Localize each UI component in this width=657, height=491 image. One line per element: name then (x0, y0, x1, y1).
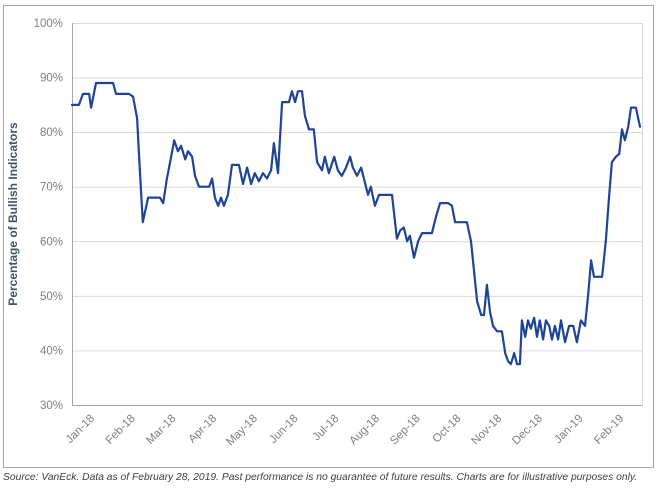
x-tick-label: Aug-18 (347, 413, 382, 448)
y-tick-label: 50% (40, 291, 63, 303)
y-tick-label: 40% (40, 345, 63, 357)
x-tick-label: Sep-18 (388, 413, 423, 448)
plot-area (72, 23, 643, 406)
x-tick-label: Jul-18 (311, 413, 342, 444)
y-tick-label: 100% (34, 18, 63, 30)
x-tick-label: Feb-19 (592, 413, 626, 447)
y-tick-label: 70% (40, 182, 63, 194)
x-tick-label: Apr-18 (186, 413, 219, 446)
x-tick-label: Mar-18 (144, 413, 178, 447)
y-tick-label: 60% (40, 236, 63, 248)
x-tick-label: Dec-18 (510, 413, 545, 448)
y-tick-label: 30% (40, 400, 63, 412)
x-tick-label: May-18 (224, 413, 260, 449)
y-tick-label: 80% (40, 127, 63, 139)
series-line (70, 81, 642, 366)
x-tick-label: Nov-18 (470, 413, 505, 448)
source-note: Source: VanEck. Data as of February 28, … (3, 472, 638, 483)
x-tick-label: Feb-18 (104, 413, 138, 447)
x-tick-label: Jun-18 (267, 413, 300, 446)
x-tick-label: Jan-19 (552, 413, 585, 446)
chart-frame (3, 5, 654, 468)
y-tick-label: 90% (40, 73, 63, 85)
x-tick-label: Jan-18 (64, 413, 97, 446)
x-tick-label: Oct-18 (431, 413, 464, 446)
y-axis-title: Percentage of Bullish Indicators (6, 122, 20, 306)
